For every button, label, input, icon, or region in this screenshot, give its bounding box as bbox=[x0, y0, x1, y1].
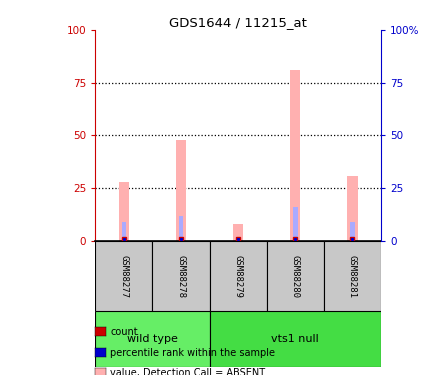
Text: wild type: wild type bbox=[127, 334, 178, 344]
Bar bbox=[119, 182, 129, 241]
Bar bbox=[95, 311, 210, 368]
Text: GSM88281: GSM88281 bbox=[348, 255, 357, 298]
Bar bbox=[176, 140, 186, 241]
Text: GSM88277: GSM88277 bbox=[120, 255, 128, 298]
Bar bbox=[210, 311, 381, 368]
Text: count: count bbox=[110, 327, 138, 337]
Bar bbox=[267, 241, 324, 311]
Bar bbox=[324, 241, 381, 311]
Bar bbox=[210, 241, 267, 311]
Text: GSM88280: GSM88280 bbox=[291, 255, 300, 298]
Text: GSM88278: GSM88278 bbox=[177, 255, 185, 298]
Title: GDS1644 / 11215_at: GDS1644 / 11215_at bbox=[169, 16, 307, 29]
Text: value, Detection Call = ABSENT: value, Detection Call = ABSENT bbox=[110, 368, 265, 375]
Bar bbox=[350, 222, 355, 241]
Bar bbox=[236, 237, 240, 241]
Bar bbox=[347, 176, 358, 241]
Text: vts1 null: vts1 null bbox=[271, 334, 319, 344]
Bar bbox=[95, 241, 152, 311]
Text: percentile rank within the sample: percentile rank within the sample bbox=[110, 348, 275, 357]
Bar bbox=[290, 70, 301, 241]
Text: GSM88279: GSM88279 bbox=[234, 255, 242, 298]
Bar bbox=[152, 241, 210, 311]
Bar bbox=[293, 207, 297, 241]
Bar bbox=[179, 216, 183, 241]
Bar bbox=[122, 222, 126, 241]
Bar bbox=[233, 224, 243, 241]
